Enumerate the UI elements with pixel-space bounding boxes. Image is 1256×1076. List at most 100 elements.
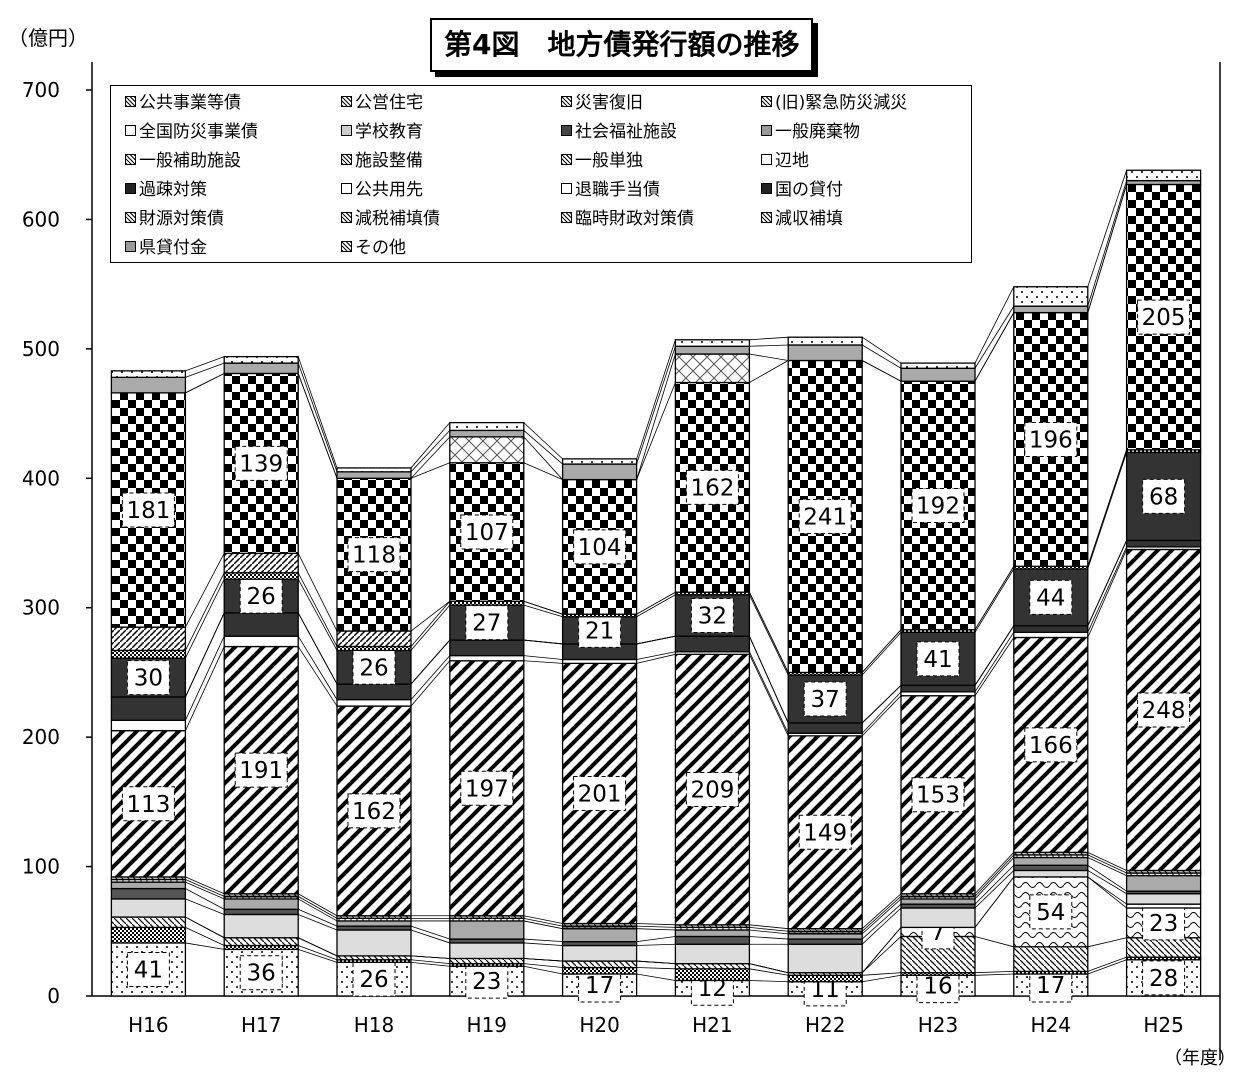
connector-line [1087, 937, 1127, 948]
data-label-box [685, 469, 739, 505]
data-label-box [685, 772, 739, 808]
connector-line [974, 852, 1015, 895]
legend-label: 減税補填債 [355, 209, 440, 229]
connector-line [185, 879, 225, 897]
connector-line [298, 898, 338, 922]
connector-line [523, 604, 563, 618]
connector-line [1087, 857, 1127, 876]
legend-label: 施設整備 [355, 151, 423, 171]
data-label: 104 [578, 535, 622, 561]
data-label-box [1024, 421, 1078, 457]
connector-line [749, 927, 789, 932]
connector-line [974, 568, 1015, 633]
connector-line [297, 356, 338, 469]
connector-line [749, 968, 789, 976]
data-label: 113 [126, 792, 170, 818]
bar-segment [1013, 286, 1089, 307]
legend-swatch [341, 212, 352, 223]
bar-segment [900, 684, 976, 693]
connector-line [861, 632, 902, 676]
connector-line [410, 462, 450, 479]
bar-segment [674, 962, 751, 970]
connector-line [636, 339, 676, 459]
connector-line [410, 961, 450, 967]
data-label: 153 [916, 783, 960, 809]
x-tick-label: H22 [805, 1013, 846, 1037]
connector-line [974, 305, 1015, 369]
legend-swatch [761, 212, 772, 223]
connector-line [523, 660, 563, 664]
legend-swatch [761, 125, 772, 136]
bar-segment [900, 907, 976, 929]
data-label: 248 [1142, 698, 1186, 724]
data-label-box [578, 612, 622, 648]
connector-line [1087, 452, 1127, 570]
legend-item: 過疎対策 [125, 180, 207, 200]
connector-line [1087, 864, 1127, 892]
data-label-box [573, 775, 627, 811]
connector-line [523, 436, 563, 480]
connector-line [185, 876, 225, 895]
legend-item: 県貸付金 [125, 238, 207, 258]
data-label-box [911, 487, 965, 523]
data-label-box [234, 752, 288, 788]
x-axis-labels: H16 H17 H18 H19 H20 H21 H22 H23 H24 H25 [128, 1013, 1184, 1037]
connector-line [298, 945, 338, 961]
bar-segment [787, 933, 863, 940]
data-label: 192 [916, 493, 960, 519]
x-axis-unit: （年度） [1164, 1048, 1236, 1069]
bar-segment [787, 974, 863, 983]
data-label: 162 [352, 799, 396, 825]
connector-line [636, 353, 676, 480]
connector-line [1087, 546, 1127, 633]
legend-swatch [561, 125, 572, 136]
data-label-box [460, 770, 514, 806]
connector-line [1087, 540, 1127, 626]
series-connectors [185, 170, 1127, 983]
bar-segment [110, 376, 187, 394]
data-label-box [126, 660, 170, 696]
connector-line [410, 925, 450, 940]
connector-line [636, 936, 676, 943]
connector-line [974, 870, 1015, 909]
connector-line [523, 655, 563, 660]
connector-line [410, 660, 451, 707]
bar-segment [223, 898, 299, 910]
connector-line [974, 625, 1015, 686]
bar-segment [561, 463, 638, 481]
data-label: 209 [690, 778, 734, 804]
legend-item: 一般廃棄物 [761, 122, 860, 142]
connector-line [523, 600, 563, 615]
connector-line [185, 579, 225, 659]
connector-line [861, 685, 902, 724]
bar-segment [449, 654, 525, 662]
connector-line [1087, 876, 1127, 905]
connector-line [523, 958, 563, 962]
data-label-box [916, 641, 960, 677]
legend-label: 辺地 [775, 151, 809, 171]
x-tick-label: H17 [241, 1013, 282, 1037]
connector-line [523, 430, 563, 465]
legend-item: 臨時財政対策債 [561, 209, 694, 229]
legend-swatch [125, 154, 136, 165]
data-label: 17 [1036, 973, 1065, 999]
bar-segment [561, 458, 638, 465]
connector-line [297, 373, 338, 479]
bar-segment [674, 345, 751, 355]
legend-swatch [341, 241, 352, 252]
bar-segment [787, 344, 863, 362]
connector-line [298, 908, 338, 927]
connector-line [861, 691, 902, 734]
data-label: 181 [126, 498, 170, 524]
x-tick-label: H24 [1031, 1013, 1072, 1037]
connector-line [749, 344, 789, 347]
legend-label: 臨時財政対策債 [575, 209, 694, 229]
connector-line [410, 959, 450, 965]
legend-swatch [761, 154, 772, 165]
connector-line [410, 600, 451, 632]
connector-line [749, 980, 789, 983]
legend-label: 退職手当債 [575, 180, 660, 200]
data-label-box [1142, 478, 1186, 514]
y-tick-label: 600 [22, 207, 60, 231]
data-label-box [239, 955, 283, 991]
